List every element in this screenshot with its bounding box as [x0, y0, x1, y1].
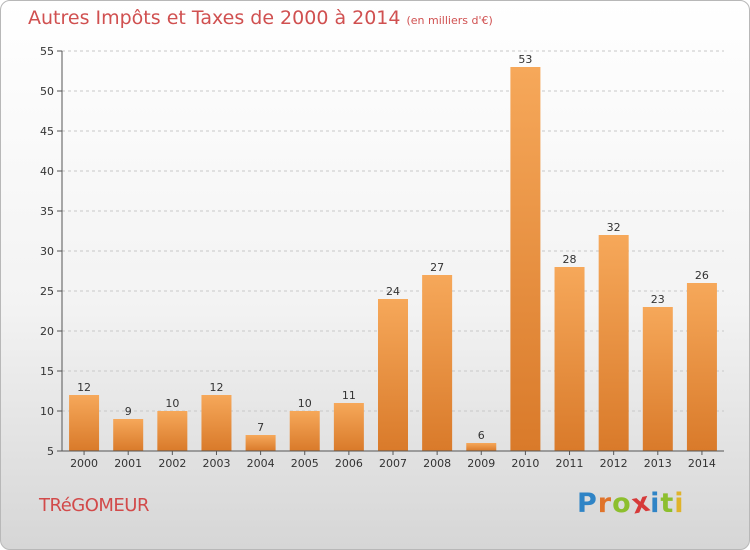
value-label-2002: 10: [165, 397, 179, 410]
y-tick-label: 35: [40, 205, 54, 218]
bars: 12 9 10 12 7 10 11 24 27 6 53 28 32 23 26: [69, 53, 717, 451]
value-label-2011: 28: [563, 253, 577, 266]
value-label-2010: 53: [518, 53, 532, 66]
bar-2002: [157, 411, 188, 451]
proxiti-logo: Proxiti: [577, 486, 685, 520]
y-tick-label: 50: [40, 85, 54, 98]
x-tick-label-2000: 2000: [70, 457, 98, 470]
logo-letter: r: [597, 488, 613, 519]
logo-letter: i: [650, 488, 661, 519]
bar-2006: [333, 403, 364, 451]
bar-2004: [245, 435, 276, 451]
y-tick-label: 45: [40, 125, 54, 138]
commune-name: TRéGOMEUR: [39, 495, 149, 516]
logo-letter: P: [577, 488, 598, 519]
x-axis: 2000 2001 2002 2003 2004 2005 2006 2007 2008 2009…: [62, 450, 724, 470]
value-label-2014: 26: [695, 269, 709, 282]
y-axis: 5 10 15 20 25 30 35 40 45 50 55: [40, 45, 63, 458]
x-tick-label-2004: 2004: [247, 457, 275, 470]
y-tick-label: 25: [40, 285, 54, 298]
x-tick-label-2007: 2007: [379, 457, 407, 470]
bar-2012: [598, 235, 629, 451]
bar-2009: [466, 443, 497, 451]
x-tick-label-2001: 2001: [114, 457, 142, 470]
value-label-2007: 24: [386, 285, 400, 298]
x-tick-label-2003: 2003: [202, 457, 230, 470]
x-tick-label-2008: 2008: [423, 457, 451, 470]
x-tick-label-2012: 2012: [600, 457, 628, 470]
chart-title-text: Autres Impôts et Taxes de 2000 à 2014: [28, 7, 401, 29]
x-tick-label-2010: 2010: [511, 457, 539, 470]
y-tick-label: 30: [40, 245, 54, 258]
logo-letter: o: [612, 488, 632, 519]
x-tick-label-2013: 2013: [644, 457, 672, 470]
x-tick-label-2006: 2006: [335, 457, 363, 470]
bar-2014: [686, 283, 717, 451]
value-label-2008: 27: [430, 261, 444, 274]
y-tick-label: 40: [40, 165, 54, 178]
bar-2005: [289, 411, 320, 451]
x-tick-label-2005: 2005: [291, 457, 319, 470]
x-tick-label-2002: 2002: [158, 457, 186, 470]
y-tick-label: 55: [40, 45, 54, 58]
value-label-2003: 12: [209, 381, 223, 394]
bar-2003: [201, 395, 232, 451]
logo-letter: t: [660, 488, 675, 519]
value-label-2004: 7: [257, 421, 264, 434]
y-tick-label: 15: [40, 365, 54, 378]
value-label-2000: 12: [77, 381, 91, 394]
bar-2007: [378, 299, 408, 451]
y-tick-label: 20: [40, 325, 54, 338]
bar-2013: [642, 307, 673, 451]
x-tick-label-2014: 2014: [688, 457, 716, 470]
value-label-2009: 6: [478, 429, 485, 442]
x-tick-label-2011: 2011: [556, 457, 584, 470]
bar-2000: [69, 395, 100, 451]
value-label-2005: 10: [298, 397, 312, 410]
x-tick-label-2009: 2009: [467, 457, 495, 470]
logo-letter: i: [674, 488, 685, 519]
value-label-2012: 32: [607, 221, 621, 234]
bar-2008: [422, 275, 453, 451]
bar-2001: [113, 419, 144, 451]
bar-2011: [554, 267, 585, 451]
value-label-2006: 11: [342, 389, 356, 402]
value-label-2001: 9: [125, 405, 132, 418]
value-label-2013: 23: [651, 293, 665, 306]
y-tick-label: 10: [40, 405, 54, 418]
bar-2010: [510, 67, 541, 451]
y-tick-label: 5: [47, 445, 54, 458]
chart-title: Autres Impôts et Taxes de 2000 à 2014 (en…: [28, 7, 493, 29]
chart-unit: (en milliers d'€): [406, 14, 493, 27]
